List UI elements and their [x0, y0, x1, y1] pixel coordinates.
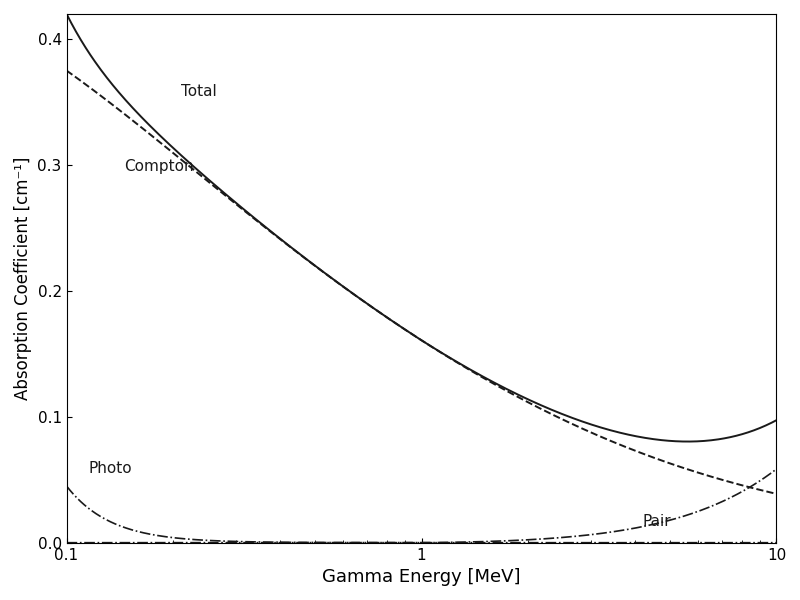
Text: Total: Total: [181, 84, 217, 99]
X-axis label: Gamma Energy [MeV]: Gamma Energy [MeV]: [322, 568, 521, 586]
Text: Pair: Pair: [642, 514, 671, 529]
Y-axis label: Absorption Coefficient [cm⁻¹]: Absorption Coefficient [cm⁻¹]: [14, 157, 32, 400]
Text: Photo: Photo: [88, 461, 132, 476]
Text: Compton: Compton: [124, 159, 194, 174]
